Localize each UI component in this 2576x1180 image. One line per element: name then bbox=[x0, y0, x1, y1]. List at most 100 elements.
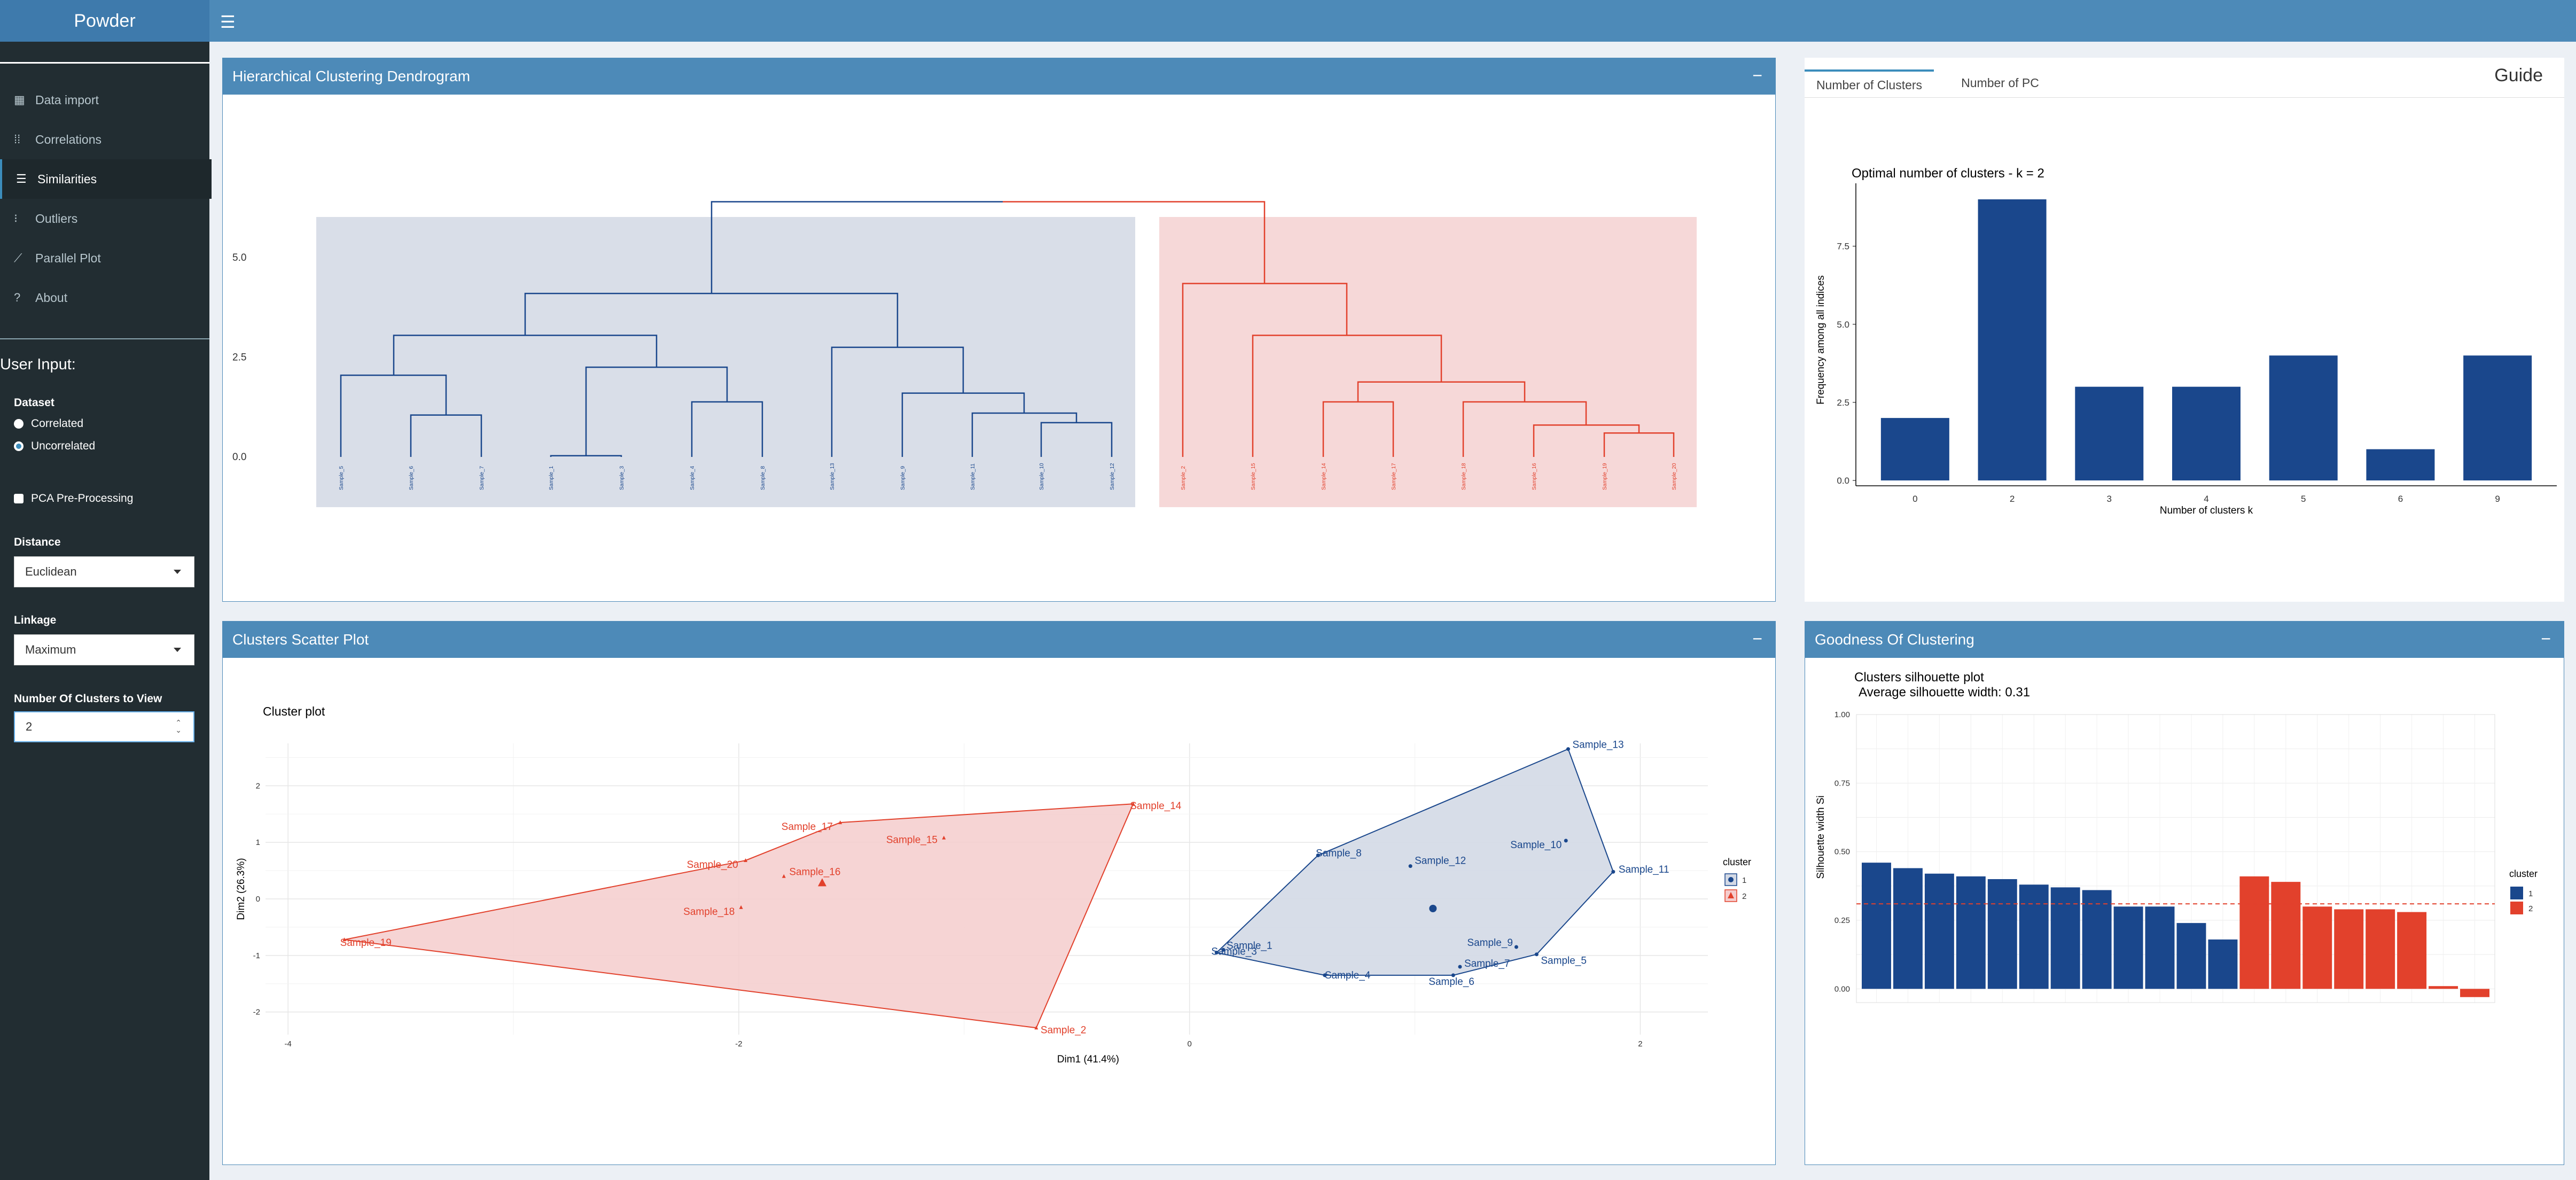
collapse-icon[interactable]: − bbox=[1752, 629, 1762, 648]
y-tick-label: 1.00 bbox=[1835, 710, 1850, 719]
point-label: Sample_8 bbox=[1316, 848, 1362, 859]
data-point bbox=[739, 905, 743, 909]
app-title: Powder bbox=[74, 10, 136, 31]
x-tick-label: 2 bbox=[2010, 494, 2015, 504]
dendrogram-chart: 0.0 2.5 5.0 Sample_5 Sample_6 Sample_7 Sample_… bbox=[232, 201, 1697, 507]
chart-title: Clusters silhouette plot bbox=[1854, 670, 1984, 685]
radio-uncorrelated[interactable]: Uncorrelated bbox=[14, 440, 95, 453]
x-tick-label: 2 bbox=[1638, 1039, 1642, 1049]
data-point bbox=[342, 937, 347, 942]
sidebar-item-label: Correlations bbox=[35, 132, 102, 146]
sidebar-toggle-icon[interactable]: ☰ bbox=[220, 12, 236, 32]
point-label: Sample_19 bbox=[340, 937, 392, 949]
tab-number-of-pc[interactable]: Number of PC bbox=[1961, 75, 2039, 90]
legend-label: 1 bbox=[2528, 889, 2533, 898]
tab-divider bbox=[1805, 97, 2564, 98]
spinner-icon[interactable]: ⌃ ⌄ bbox=[175, 718, 182, 734]
collapse-icon[interactable]: − bbox=[1752, 66, 1762, 85]
sidebar-item-similarities[interactable]: ☰ Similarities bbox=[0, 159, 212, 199]
distance-select[interactable]: Euclidean bbox=[14, 556, 194, 587]
select-value: Maximum bbox=[25, 643, 76, 656]
data-point bbox=[1451, 973, 1455, 977]
table-icon: ▦ bbox=[14, 93, 25, 106]
x-tick-label: 4 bbox=[2204, 494, 2208, 504]
data-point bbox=[1034, 1026, 1039, 1030]
data-point bbox=[1611, 870, 1615, 874]
leaf-label: Sample_7 bbox=[479, 466, 485, 490]
y-tick-label: 0.00 bbox=[1835, 984, 1850, 993]
x-tick-label: 0 bbox=[1913, 494, 1917, 504]
x-axis-title: Number of clusters k bbox=[2160, 505, 2253, 516]
leaf-label: Sample_18 bbox=[1461, 463, 1467, 490]
point-label: Sample_9 bbox=[1467, 937, 1513, 949]
plot-border bbox=[1856, 714, 2495, 1003]
pca-checkbox[interactable]: PCA Pre-Processing bbox=[14, 492, 133, 505]
bar bbox=[2366, 449, 2435, 480]
bar bbox=[1978, 199, 2047, 480]
y-tick-label: 0.75 bbox=[1835, 779, 1850, 788]
silhouette-bar bbox=[2113, 906, 2143, 989]
dendrogram-root-branch bbox=[1003, 201, 1266, 284]
x-tick-label: 3 bbox=[2107, 494, 2112, 504]
silhouette-bar bbox=[2019, 884, 2049, 989]
sidebar-item-data-import[interactable]: ▦ Data import bbox=[0, 80, 209, 120]
checkbox-label: PCA Pre-Processing bbox=[31, 492, 134, 504]
data-point bbox=[838, 820, 842, 825]
top-navbar: ☰ bbox=[209, 0, 2576, 42]
radio-button[interactable] bbox=[14, 441, 24, 451]
legend-marker bbox=[1728, 877, 1734, 882]
point-label: Sample_7 bbox=[1464, 958, 1510, 969]
caret-down-icon bbox=[174, 570, 181, 574]
leaf-label: Sample_19 bbox=[1602, 463, 1608, 490]
bar bbox=[2172, 386, 2241, 480]
data-point bbox=[1514, 945, 1518, 949]
sidebar-item-label: Similarities bbox=[37, 172, 97, 186]
linkage-select[interactable]: Maximum bbox=[14, 634, 194, 665]
sidebar-item-correlations[interactable]: ⁞⁞ Correlations bbox=[0, 120, 209, 159]
legend-title: cluster bbox=[2509, 868, 2538, 879]
cluster-1-hull bbox=[1215, 748, 1614, 976]
point-label: Sample_3 bbox=[1211, 946, 1257, 958]
legend-title: cluster bbox=[1723, 857, 1751, 867]
silhouette-bar bbox=[1987, 879, 2017, 989]
select-value: Euclidean bbox=[25, 565, 77, 578]
silhouette-bar bbox=[2334, 909, 2364, 989]
y-tick-label: 2.5 bbox=[1837, 398, 1849, 408]
leaf-label: Sample_3 bbox=[619, 466, 625, 490]
panel-title: Goodness Of Clustering bbox=[1815, 631, 1974, 648]
y-tick-label: 0.25 bbox=[1835, 916, 1850, 925]
collapse-icon[interactable]: − bbox=[2541, 629, 2551, 648]
sidebar-item-label: About bbox=[35, 290, 68, 305]
cluster-2-hull bbox=[344, 803, 1134, 1029]
chart-title: Optimal number of clusters - k = 2 bbox=[1852, 166, 2044, 181]
silhouette-bar bbox=[2176, 923, 2206, 989]
tab-number-of-clusters[interactable]: Number of Clusters bbox=[1805, 69, 1934, 98]
clusters-number-input[interactable]: 2 ⌃ ⌄ bbox=[14, 711, 194, 742]
bars-icon: ☰ bbox=[16, 172, 27, 185]
bar bbox=[2463, 355, 2532, 480]
scatter-panel: Clusters Scatter Plot − Cluster plot -4 -2 0… bbox=[222, 621, 1776, 1165]
point-label: Sample_16 bbox=[789, 867, 840, 878]
radio-button[interactable] bbox=[14, 419, 24, 429]
sidebar-item-about[interactable]: ? About bbox=[0, 278, 209, 317]
leaf-label: Sample_9 bbox=[900, 466, 906, 490]
point-label: Sample_15 bbox=[886, 835, 938, 846]
panel-title: Clusters Scatter Plot bbox=[232, 631, 369, 648]
sidebar-item-parallel-plot[interactable]: ⟋ Parallel Plot bbox=[0, 238, 209, 278]
y-tick-label: 0 bbox=[256, 895, 260, 904]
point-label: Sample_10 bbox=[1510, 840, 1562, 851]
point-label: Sample_2 bbox=[1041, 1024, 1087, 1036]
panel-title: Hierarchical Clustering Dendrogram bbox=[232, 68, 471, 84]
radio-correlated[interactable]: Correlated bbox=[14, 417, 83, 430]
legend-label: 2 bbox=[2528, 904, 2533, 913]
checkbox[interactable] bbox=[14, 494, 24, 503]
point-label: Sample_12 bbox=[1415, 856, 1466, 867]
bar bbox=[2269, 355, 2338, 480]
chart-subtitle: Average silhouette width: 0.31 bbox=[1859, 685, 2030, 700]
legend-label: 1 bbox=[1742, 876, 1746, 885]
app-logo: Powder bbox=[0, 0, 209, 42]
sidebar-item-outliers[interactable]: ⁝ Outliers bbox=[0, 199, 209, 238]
silhouette-bar bbox=[2429, 986, 2458, 989]
grid-icon: ⁞⁞ bbox=[14, 133, 21, 146]
